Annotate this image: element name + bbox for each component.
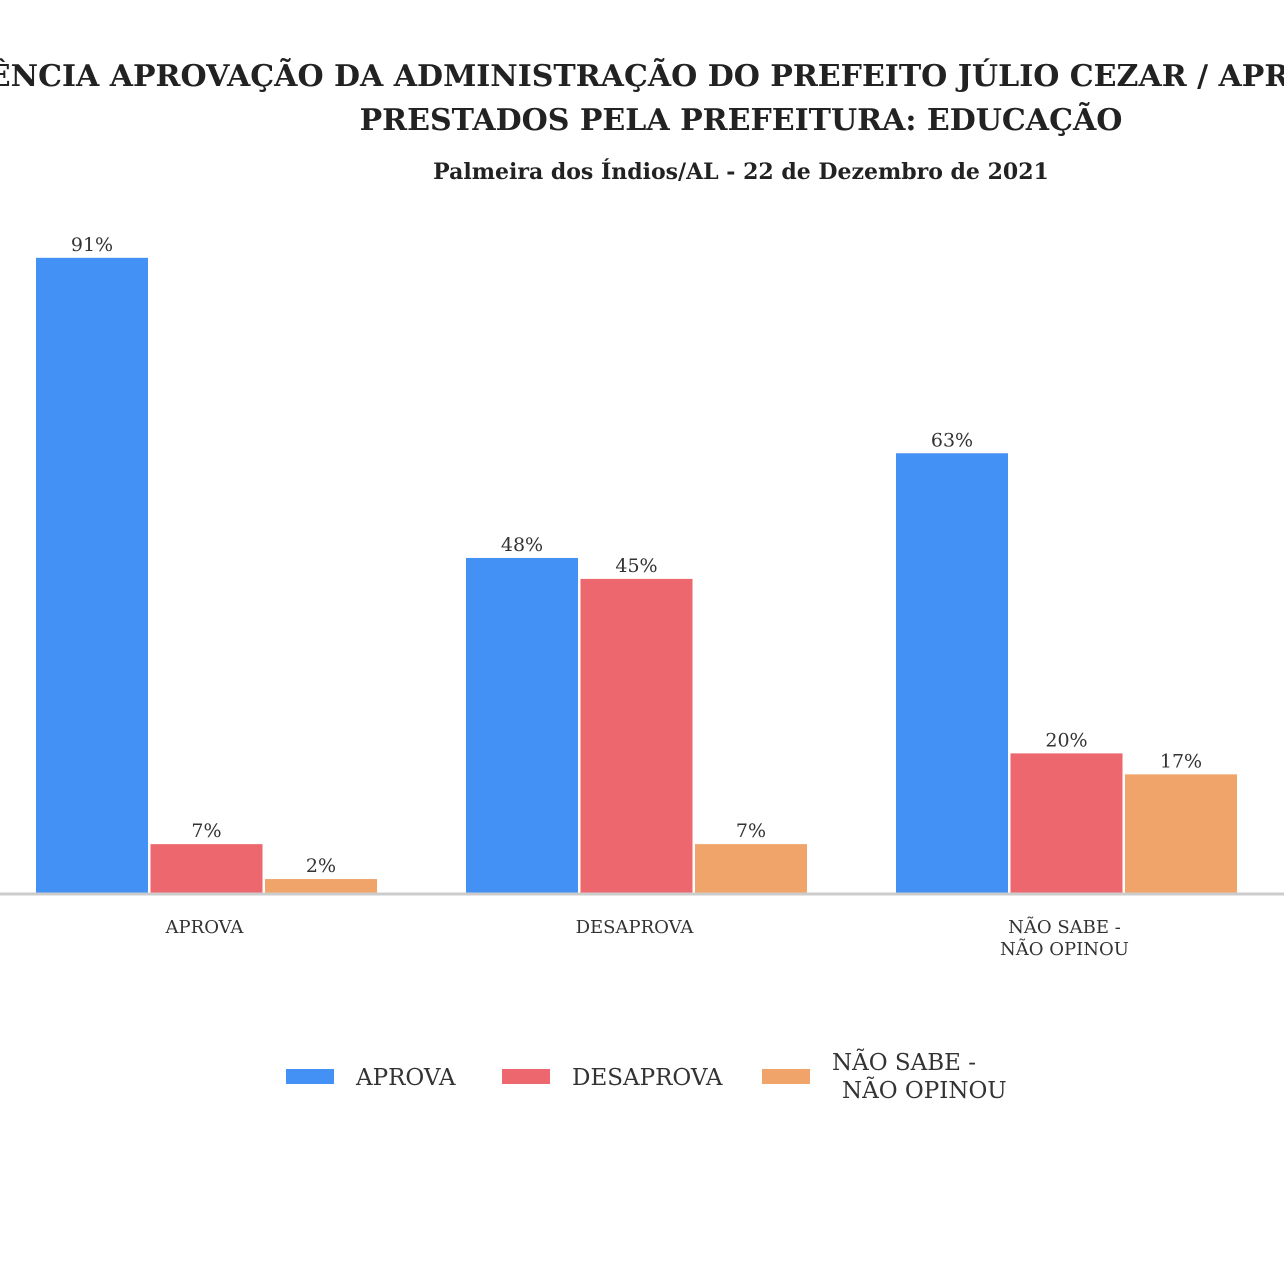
bar xyxy=(36,257,148,893)
data-label: 20% xyxy=(1045,729,1087,751)
data-label: 7% xyxy=(191,820,221,842)
data-label: 45% xyxy=(615,555,657,577)
legend-label: APROVA xyxy=(355,1065,456,1091)
category-label: NÃO OPINOU xyxy=(1000,938,1129,960)
bar xyxy=(896,453,1008,893)
legend-item: NÃO SABE -NÃO OPINOU xyxy=(762,1048,1007,1104)
bar xyxy=(265,879,377,893)
legend-item: DESAPROVA xyxy=(502,1065,723,1091)
legend: APROVA DESAPROVA NÃO SABE -NÃO OPINOU xyxy=(286,1048,1007,1104)
chart-subtitle: Palmeira dos Índios/AL - 22 de Dezembro … xyxy=(433,158,1049,185)
data-labels-layer: 91% 7% 2% 48% 45% 7% 63% 20% 17% xyxy=(71,234,1202,877)
legend-swatch xyxy=(286,1069,334,1084)
legend-item: APROVA xyxy=(286,1065,456,1091)
legend-swatch xyxy=(762,1069,810,1084)
bar xyxy=(1125,774,1237,893)
data-label: 48% xyxy=(501,534,543,556)
legend-label: NÃO SABE - xyxy=(832,1048,976,1076)
data-label: 63% xyxy=(931,429,973,451)
category-labels-layer: APROVA DESAPROVA NÃO SABE -NÃO OPINOU xyxy=(165,916,1129,960)
legend-swatch xyxy=(502,1069,550,1084)
data-label: 91% xyxy=(71,234,113,256)
bar xyxy=(1010,753,1123,893)
legend-label: NÃO OPINOU xyxy=(842,1076,1007,1104)
chart-title-line-1: SFERÊNCIA APROVAÇÃO DA ADMINISTRAÇÃO DO … xyxy=(0,58,1284,94)
data-label: 2% xyxy=(306,855,336,877)
category-label: APROVA xyxy=(165,917,245,938)
category-label: DESAPROVA xyxy=(576,917,695,938)
bar xyxy=(466,557,578,893)
bar xyxy=(695,844,807,893)
bar xyxy=(150,844,263,893)
bar xyxy=(580,578,693,893)
category-label: NÃO SABE - xyxy=(1008,916,1121,938)
legend-label: DESAPROVA xyxy=(572,1065,723,1091)
data-label: 17% xyxy=(1160,750,1202,772)
data-label: 7% xyxy=(736,820,766,842)
bars-layer xyxy=(36,257,1237,893)
chart-title-line-2: PRESTADOS PELA PREFEITURA: EDUCAÇÃO xyxy=(360,102,1123,138)
